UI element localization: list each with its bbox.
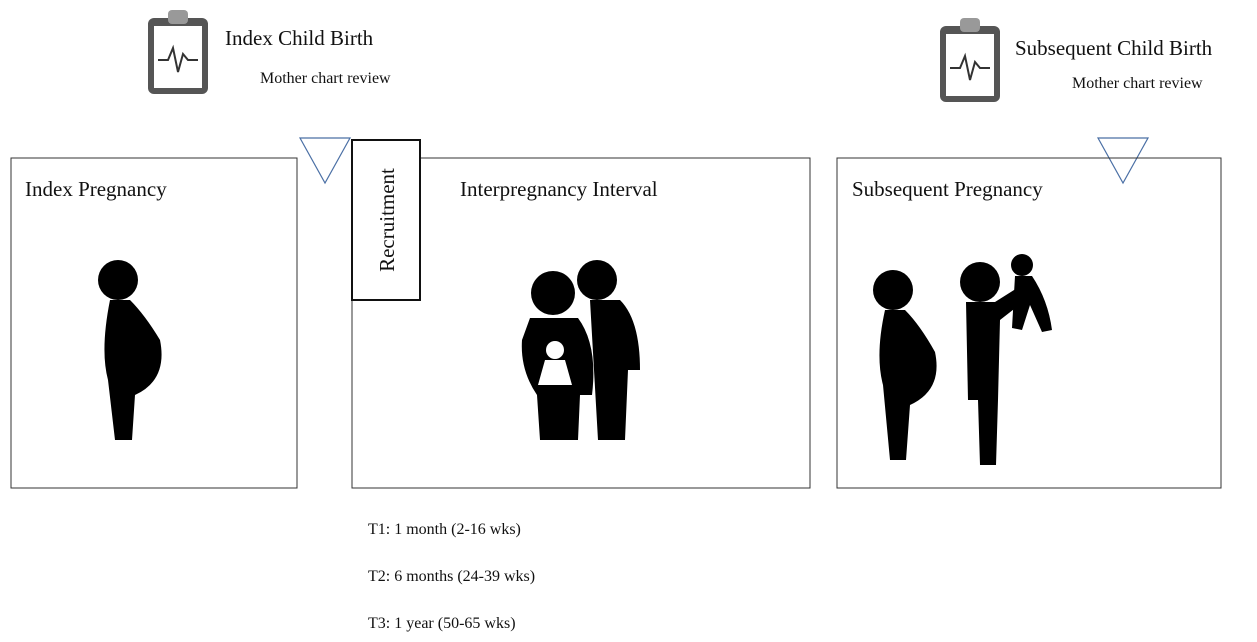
parent-child-icon bbox=[960, 254, 1052, 465]
event-subtitle: Mother chart review bbox=[260, 70, 391, 87]
event-subtitle: Mother chart review bbox=[1072, 75, 1203, 92]
timepoint: T2: 6 months (24-39 wks) bbox=[368, 568, 535, 585]
clipboard-icon bbox=[147, 9, 209, 95]
event-title: Subsequent Child Birth bbox=[1015, 36, 1213, 60]
phase-label: Interpregnancy Interval bbox=[460, 177, 658, 201]
phase-label: Index Pregnancy bbox=[25, 177, 167, 201]
phase-label: Subsequent Pregnancy bbox=[852, 177, 1043, 201]
pregnant-icon bbox=[873, 270, 937, 460]
recruitment-box bbox=[351, 139, 421, 301]
phase-box bbox=[836, 157, 1222, 489]
phase-box bbox=[10, 157, 298, 489]
clipboard-icon bbox=[939, 17, 1001, 103]
pregnant-icon bbox=[98, 260, 162, 440]
birth-marker bbox=[298, 137, 352, 185]
birth-marker bbox=[1096, 137, 1150, 185]
timepoint: T3: 1 year (50-65 wks) bbox=[368, 615, 516, 632]
timepoint: T1: 1 month (2-16 wks) bbox=[368, 521, 521, 538]
phase-box bbox=[351, 157, 811, 489]
family-icon bbox=[521, 260, 640, 440]
event-title: Index Child Birth bbox=[225, 26, 374, 50]
recruitment-label: Recruitment bbox=[375, 168, 399, 272]
